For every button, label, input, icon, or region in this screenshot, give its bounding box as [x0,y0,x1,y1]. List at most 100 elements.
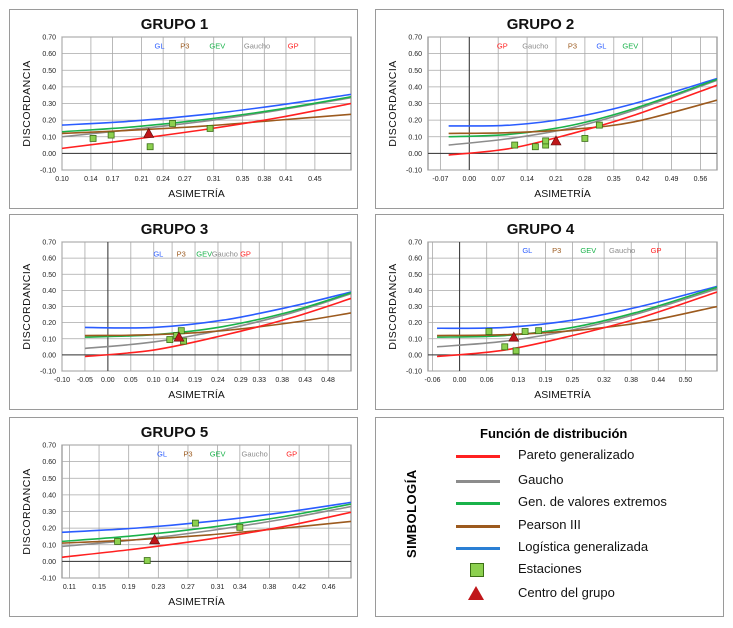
series-line-pearson [448,99,717,135]
station-point [114,538,121,545]
station-point [595,121,603,129]
x-tick-label: 0.33 [252,377,266,384]
chart-title: GRUPO 2 [507,16,575,33]
x-tick-label: 0.06 [480,377,494,384]
station-point [206,125,214,132]
series-label-gl: GL [153,249,163,258]
series-line-gl [448,77,717,127]
y-tick-label: 0.50 [42,476,56,483]
series-line-pareto [84,297,351,358]
legend-item-pearson: Pearson III [456,515,716,537]
legend-title: Función de distribución [480,426,628,441]
x-tick-label: 0.11 [63,584,76,591]
series-label-pareto: GP [497,41,508,50]
y-tick-label: 0.50 [408,272,422,279]
x-tick-label: 0.35 [236,176,250,183]
station-point [89,135,97,142]
x-tick-label: 0.29 [234,377,248,384]
y-tick-label: 0.20 [42,526,56,533]
x-tick-label: 0.56 [694,176,708,183]
series-line-gev [62,503,351,543]
y-tick-label: 0.70 [42,35,56,42]
chart-title: GRUPO 4 [507,221,575,238]
station-point [146,143,154,151]
chart-title: GRUPO 5 [141,424,209,441]
series-label-gl: GL [157,449,167,458]
x-tick-label: 0.19 [188,377,202,384]
chart-title: GRUPO 3 [141,221,209,238]
series-line-pearson [84,312,351,337]
series-label-gev: GEV [196,249,212,258]
series-label-pareto: GP [240,249,251,258]
x-axis-label: ASIMETRÍA [168,388,225,401]
y-axis-label: DISCORDANCIA [21,468,33,555]
station-point [581,135,589,142]
x-tick-label: 0.42 [636,176,650,183]
y-tick-label: 0.30 [42,509,56,516]
legend-label: Gen. de valores extremos [518,494,667,509]
station-point [169,120,176,127]
chart-panel-grupo-5: GRUPO 5 -0.10 0.00 0.10 0.20 0.30 0.40 0.50 0.60… [9,417,358,617]
legend-swatch-pareto [456,455,500,458]
y-tick-label: 0.10 [42,134,56,141]
series-line-gev [62,96,351,133]
station-point [166,336,174,343]
legend-item-pareto: Pareto generalizado [456,445,716,467]
x-tick-label: 0.28 [578,176,592,183]
y-tick-label: 0.70 [42,443,56,450]
chart-grupo-5: GRUPO 5 -0.10 0.00 0.10 0.20 0.30 0.40 0.50 0.60… [21,424,352,608]
legend-item-gaucho: Gaucho [456,470,716,492]
y-tick-label: 0.40 [42,492,56,499]
series-label-pearson: P3 [177,249,186,258]
series-line-gaucho [62,505,351,548]
y-tick-label: -0.10 [40,576,56,583]
x-tick-label: 0.00 [462,176,476,183]
y-tick-label: -0.10 [40,168,56,175]
x-tick-label: 0.38 [275,377,289,384]
y-tick-label: 0.10 [42,336,56,343]
chart-grupo-4: GRUPO 4 -0.10 0.00 0.10 0.20 0.30 0.40 0.50 0.60… [387,221,718,401]
series-line-pearson [62,113,351,135]
y-tick-label: 0.60 [42,459,56,466]
x-axis-label: ASIMETRÍA [168,187,225,200]
y-axis-label: DISCORDANCIA [21,263,33,350]
legend-square-icon [470,563,484,577]
x-tick-label: 0.41 [279,176,293,183]
y-tick-label: -0.10 [406,168,422,175]
y-tick-label: 0.70 [408,240,422,247]
x-tick-label: 0.15 [92,584,106,591]
legend-swatch-gl [456,547,500,550]
y-tick-label: 0.30 [42,304,56,311]
station-point [143,557,151,564]
series-label-gaucho: Gaucho [522,41,548,50]
y-tick-label: 0.20 [42,320,56,327]
series-line-gl [437,285,717,330]
chart-panel-grupo-1: GRUPO 1 -0.10 0.00 0.10 0.20 0.30 0.40 0.50 0.60… [9,9,358,209]
series-label-gev: GEV [622,41,638,50]
x-tick-label: 0.35 [607,176,621,183]
station-point [177,327,185,335]
x-tick-label: 0.34 [233,584,247,591]
y-tick-label: 0.40 [408,84,422,91]
x-tick-label: 0.21 [549,176,563,183]
x-tick-label: 0.10 [55,176,69,183]
y-tick-label: 0.10 [42,542,56,549]
series-label-pearson: P3 [180,41,189,50]
y-tick-label: 0.40 [42,84,56,91]
x-tick-label: 0.31 [207,176,221,183]
legend-label: Gaucho [518,472,564,487]
y-tick-label: 0.00 [42,352,56,359]
x-tick-label: 0.19 [122,584,136,591]
series-label-pearson: P3 [568,41,577,50]
x-tick-label: 0.31 [211,584,225,591]
series-label-gl: GL [522,246,532,255]
x-tick-label: 0.27 [178,176,192,183]
series-line-gev [437,286,717,338]
legend-item-center: Centro del grupo [456,583,716,605]
series-line-pareto [62,102,351,150]
x-tick-label: 0.27 [181,584,195,591]
legend-label: Estaciones [518,561,582,576]
y-axis-label: DISCORDANCIA [387,60,399,147]
station-point [511,141,519,149]
y-tick-label: 0.00 [42,559,56,566]
